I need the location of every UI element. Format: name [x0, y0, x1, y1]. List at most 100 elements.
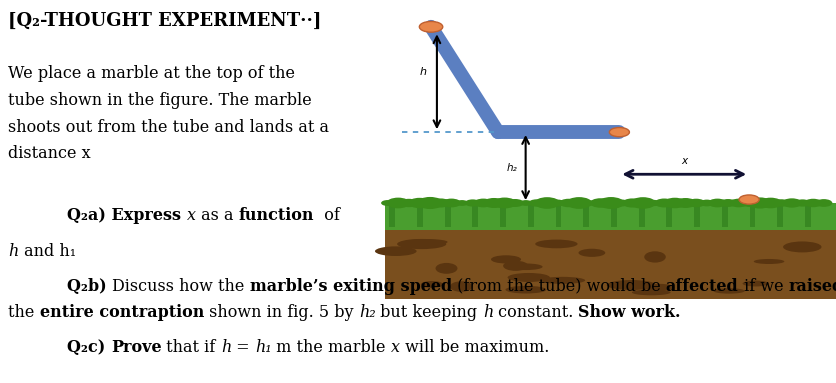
Ellipse shape — [534, 240, 577, 248]
Ellipse shape — [375, 246, 416, 256]
FancyBboxPatch shape — [583, 205, 589, 227]
Circle shape — [419, 21, 442, 32]
Text: Q₂b): Q₂b) — [67, 278, 112, 295]
Text: (from the tube) would be: (from the tube) would be — [451, 278, 665, 295]
Circle shape — [528, 199, 544, 207]
Circle shape — [707, 199, 726, 207]
Circle shape — [719, 199, 736, 207]
Circle shape — [455, 200, 468, 206]
Text: x: x — [390, 339, 400, 356]
Circle shape — [380, 200, 394, 206]
Ellipse shape — [645, 284, 674, 291]
Circle shape — [630, 197, 655, 209]
Circle shape — [482, 198, 504, 208]
Text: h₁: h₁ — [254, 339, 271, 356]
Circle shape — [814, 199, 831, 207]
Ellipse shape — [606, 280, 655, 290]
FancyBboxPatch shape — [777, 205, 782, 227]
Circle shape — [506, 199, 523, 207]
Ellipse shape — [712, 288, 744, 294]
Text: x: x — [186, 207, 196, 224]
Ellipse shape — [491, 255, 521, 264]
Text: We place a marble at the top of the
tube shown in the figure. The marble
shoots : We place a marble at the top of the tube… — [8, 65, 329, 162]
Circle shape — [550, 200, 564, 206]
Circle shape — [492, 198, 516, 208]
Circle shape — [803, 199, 822, 207]
Circle shape — [534, 197, 559, 209]
Text: constant.: constant. — [492, 304, 578, 321]
Ellipse shape — [435, 263, 457, 274]
Text: and h₁: and h₁ — [19, 243, 76, 260]
FancyBboxPatch shape — [385, 230, 836, 299]
Text: Prove: Prove — [110, 339, 161, 356]
Circle shape — [728, 199, 747, 207]
FancyBboxPatch shape — [416, 205, 422, 227]
FancyBboxPatch shape — [638, 205, 644, 227]
Circle shape — [621, 198, 641, 208]
FancyBboxPatch shape — [721, 205, 727, 227]
Text: shown in fig. 5 by: shown in fig. 5 by — [204, 304, 359, 321]
Text: m the marble: m the marble — [271, 339, 390, 356]
Ellipse shape — [507, 273, 549, 282]
Text: will be maximum.: will be maximum. — [400, 339, 548, 356]
Ellipse shape — [753, 259, 783, 264]
Ellipse shape — [539, 277, 584, 284]
Circle shape — [473, 199, 492, 207]
Text: but keeping: but keeping — [375, 304, 482, 321]
Text: entire contraption: entire contraption — [40, 304, 204, 321]
Circle shape — [686, 199, 705, 207]
Circle shape — [399, 199, 417, 207]
Text: h₂: h₂ — [359, 304, 375, 321]
Text: Q₂a) Express: Q₂a) Express — [67, 207, 186, 224]
Ellipse shape — [644, 251, 665, 263]
FancyBboxPatch shape — [528, 205, 533, 227]
Circle shape — [589, 198, 610, 208]
Circle shape — [740, 199, 757, 207]
FancyBboxPatch shape — [472, 205, 477, 227]
Ellipse shape — [450, 281, 472, 292]
Text: affected: affected — [665, 278, 737, 295]
Circle shape — [747, 197, 772, 209]
Ellipse shape — [508, 264, 542, 270]
Circle shape — [738, 195, 758, 204]
FancyBboxPatch shape — [693, 205, 699, 227]
Circle shape — [614, 200, 629, 206]
Ellipse shape — [631, 290, 670, 295]
Circle shape — [758, 198, 782, 208]
Circle shape — [408, 198, 431, 208]
Circle shape — [441, 198, 461, 208]
Text: [Q₂-THOUGHT EXPERIMENT··]: [Q₂-THOUGHT EXPERIMENT··] — [8, 11, 321, 29]
FancyBboxPatch shape — [804, 205, 810, 227]
Ellipse shape — [578, 249, 604, 257]
FancyBboxPatch shape — [389, 205, 395, 227]
Circle shape — [772, 199, 788, 207]
Circle shape — [674, 198, 696, 208]
Ellipse shape — [421, 281, 442, 288]
Ellipse shape — [502, 261, 528, 271]
Circle shape — [416, 197, 443, 209]
Circle shape — [663, 198, 686, 208]
Text: Discuss how the: Discuss how the — [112, 278, 249, 295]
Text: Q₂c): Q₂c) — [67, 339, 110, 356]
Circle shape — [464, 200, 480, 206]
Ellipse shape — [505, 286, 546, 293]
Circle shape — [699, 200, 713, 206]
Text: of: of — [314, 207, 339, 224]
FancyBboxPatch shape — [665, 205, 671, 227]
Text: h: h — [221, 339, 231, 356]
Circle shape — [654, 198, 673, 208]
Circle shape — [597, 197, 624, 209]
Text: as a: as a — [196, 207, 238, 224]
Circle shape — [793, 200, 809, 206]
FancyBboxPatch shape — [500, 205, 505, 227]
Text: raised: raised — [788, 278, 836, 295]
Text: if we: if we — [737, 278, 788, 295]
Ellipse shape — [742, 281, 768, 286]
Text: marble’s exiting speed: marble’s exiting speed — [249, 278, 451, 295]
Text: h: h — [420, 67, 426, 77]
Circle shape — [431, 198, 450, 208]
Text: Show work.: Show work. — [578, 304, 681, 321]
FancyBboxPatch shape — [610, 205, 616, 227]
Ellipse shape — [782, 241, 821, 252]
FancyBboxPatch shape — [749, 205, 755, 227]
